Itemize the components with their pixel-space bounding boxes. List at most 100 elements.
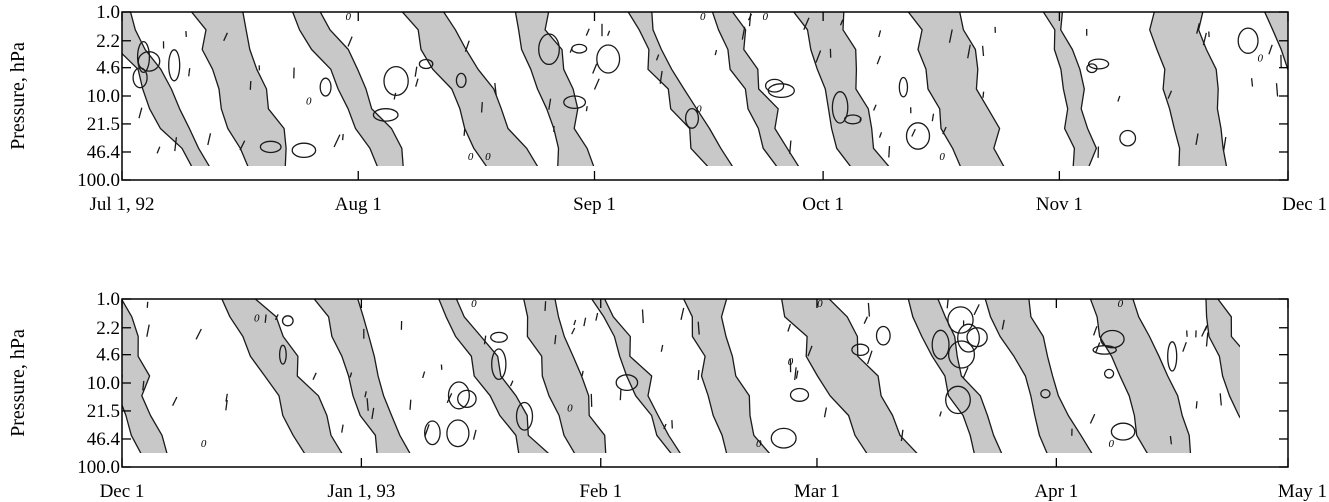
contour-loop (291, 142, 317, 159)
shaded-band (514, 12, 595, 166)
contour-dash (195, 328, 202, 340)
contour-dash (680, 307, 685, 320)
contour-dash (483, 335, 487, 345)
contour-dash (1092, 326, 1098, 336)
shaded-band (984, 299, 1093, 453)
contour-loop (168, 49, 181, 82)
y-tick-label: 10.0 (87, 86, 120, 107)
contour-loop (684, 107, 700, 129)
contour-dash (606, 30, 611, 36)
contour-dash (931, 113, 935, 122)
contour-dash (414, 66, 418, 77)
contour-loop (957, 323, 980, 353)
x-tick-label: Apr 1 (1034, 481, 1078, 502)
y-tick-label: 1.0 (96, 289, 120, 310)
contour-loop (372, 108, 399, 122)
contour-dash (146, 324, 150, 337)
contour-dash (795, 370, 799, 379)
contour-dash (787, 323, 792, 332)
contour-dash (585, 105, 588, 112)
contour-dash (1195, 133, 1199, 146)
contour-loop (491, 348, 507, 381)
contour-loop (1086, 63, 1098, 74)
contour-zero-label: 0 (939, 151, 945, 163)
contour-loop (515, 401, 534, 431)
contour-dash (341, 424, 344, 433)
contour-loop (457, 389, 477, 409)
contour-dash (464, 40, 470, 52)
contour-dash (333, 134, 341, 148)
contour-dash (663, 423, 667, 430)
x-tick-label: Jul 1, 92 (90, 194, 155, 215)
contour-dash (422, 371, 426, 379)
contour-dash (1275, 83, 1279, 97)
x-tick-label: Jan 1, 93 (327, 481, 395, 502)
contour-dash (1182, 341, 1187, 352)
contour-loop (789, 387, 810, 402)
contour-dash (714, 49, 718, 56)
contour-loop (446, 419, 470, 448)
contour-dash (967, 44, 971, 59)
contour-loop (1103, 368, 1115, 379)
shaded-band (627, 12, 733, 166)
shaded-band (907, 12, 1005, 166)
contour-dash (1117, 95, 1121, 102)
shaded-band (780, 299, 918, 453)
contour-dash (878, 132, 883, 138)
contour-dash (172, 396, 178, 406)
contour-zero-label: 0 (485, 151, 491, 163)
contour-loop (596, 44, 621, 74)
contour-loop (278, 344, 287, 365)
shaded-band (1089, 299, 1192, 453)
contour-loop (898, 76, 909, 98)
contour-loop (383, 65, 409, 97)
contour-dash (823, 407, 828, 418)
shaded-band (711, 12, 800, 166)
contour-loop (1087, 58, 1110, 70)
contour-dash (592, 63, 598, 74)
x-tick-label: Dec 1 (1282, 194, 1327, 215)
contour-dash (1268, 44, 1273, 55)
x-tick-label: Sep 1 (573, 194, 616, 215)
contour-dash (1223, 136, 1227, 151)
contour-dash (548, 98, 552, 110)
panel-bottom: 0 0 0 0 0 0 0 0 0 1.0 2.2 4.6 10.0 21.5 46.4 100.0 Dec 1… (7, 289, 1327, 502)
y-tick-label: 100.0 (77, 170, 120, 191)
contour-dash (815, 50, 822, 63)
contour-loop (563, 95, 587, 110)
contour-loop (851, 343, 870, 357)
contour-dash (982, 91, 985, 98)
y-tick-label: 4.6 (96, 58, 120, 79)
contour-dash (585, 28, 590, 36)
contour-dash (1169, 435, 1173, 445)
contour-loop (136, 40, 151, 74)
contour-dash (981, 45, 985, 57)
contour-dash (1089, 413, 1096, 424)
contour-dash (911, 128, 916, 137)
y-tick-label: 4.6 (96, 345, 120, 366)
contour-loop (905, 122, 931, 150)
contour-dash (1167, 90, 1173, 99)
y-tick-label: 100.0 (77, 457, 120, 478)
contour-dash (942, 126, 947, 135)
contour-loop (875, 325, 891, 346)
contour-loop (931, 329, 950, 360)
x-tick-label: Dec 1 (100, 481, 145, 502)
y-axis-title: Pressure, hPa (7, 42, 29, 150)
y-tick-label: 46.4 (87, 429, 121, 450)
contour-loop (424, 420, 441, 446)
shaded-band (907, 299, 1003, 453)
contour-loop (1040, 388, 1051, 399)
contour-zero-label: 0 (345, 11, 351, 23)
y-axis-title: Pressure, hPa (7, 329, 29, 437)
contour-loop (1100, 329, 1125, 349)
contour-dash (803, 17, 810, 31)
y-tick-label: 10.0 (87, 373, 120, 394)
contour-dash (655, 54, 660, 61)
y-tick-label: 21.5 (87, 114, 120, 135)
contour-zero-label: 0 (254, 313, 260, 325)
contour-dash (494, 82, 497, 96)
contour-loop (455, 72, 467, 89)
contour-dash (409, 399, 412, 410)
contour-dash (249, 80, 252, 90)
